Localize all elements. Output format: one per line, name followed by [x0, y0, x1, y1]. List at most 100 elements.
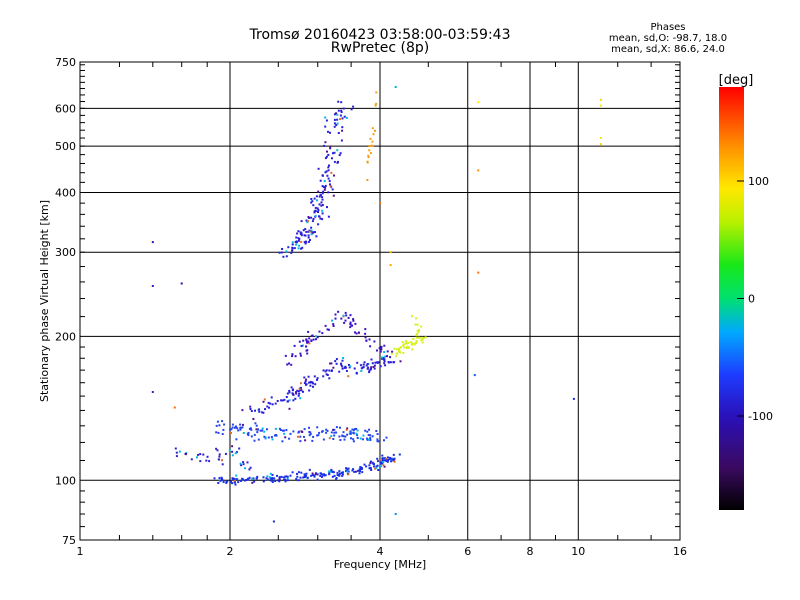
- echo-point: [345, 467, 348, 470]
- echo-point: [250, 428, 253, 431]
- echo-point: [263, 430, 266, 433]
- echo-point: [335, 124, 338, 127]
- echo-point: [338, 435, 341, 438]
- echo-point: [237, 481, 240, 484]
- echo-point: [234, 483, 237, 486]
- echo-point: [367, 154, 370, 157]
- echo-point: [299, 232, 302, 235]
- echo-point: [271, 403, 274, 406]
- echo-point: [291, 355, 294, 358]
- echo-point: [217, 482, 220, 484]
- echo-point: [341, 471, 343, 474]
- echo-point: [237, 429, 240, 432]
- echo-point: [300, 240, 303, 243]
- echo-point: [366, 160, 369, 163]
- echo-point: [231, 450, 234, 453]
- echo-point: [359, 468, 361, 471]
- echo-point: [339, 439, 342, 441]
- echo-point: [244, 467, 247, 470]
- echo-point: [327, 177, 330, 180]
- echo-point: [354, 331, 356, 334]
- echo-point: [283, 429, 286, 432]
- echo-point: [235, 451, 238, 454]
- echo-point: [288, 399, 291, 402]
- echo-point: [288, 362, 290, 365]
- echo-point: [296, 389, 299, 392]
- echo-point: [405, 340, 407, 343]
- echo-point: [368, 145, 371, 147]
- echo-point: [300, 247, 303, 250]
- echo-point: [328, 180, 331, 183]
- echo-point: [330, 435, 333, 438]
- echo-point: [384, 364, 387, 367]
- echo-point: [318, 215, 320, 218]
- echo-point: [287, 246, 290, 249]
- data-points: [151, 86, 602, 523]
- echo-point: [299, 476, 302, 479]
- echo-point: [295, 236, 298, 239]
- echo-point: [307, 234, 310, 237]
- echo-point: [393, 347, 396, 350]
- echo-point: [326, 328, 329, 331]
- echo-point: [291, 471, 294, 474]
- echo-point: [291, 389, 294, 392]
- echo-point: [261, 427, 264, 430]
- echo-point: [368, 149, 371, 152]
- echo-point: [369, 137, 372, 140]
- echo-point: [221, 420, 224, 423]
- echo-point: [288, 437, 291, 440]
- echo-point: [477, 169, 480, 172]
- echo-point: [285, 429, 288, 432]
- echo-point: [360, 468, 363, 470]
- echo-point: [285, 255, 288, 258]
- echo-point: [330, 171, 333, 174]
- echo-point: [380, 348, 383, 351]
- echo-point: [297, 390, 300, 393]
- echo-point: [599, 104, 602, 107]
- echo-point: [233, 479, 236, 482]
- echo-point: [216, 420, 219, 423]
- echo-point: [305, 378, 308, 381]
- echo-point: [270, 436, 273, 439]
- x-tick-label: 8: [527, 545, 534, 558]
- echo-point: [341, 365, 344, 368]
- echo-point: [265, 477, 268, 480]
- echo-point: [364, 332, 367, 335]
- echo-point: [349, 365, 352, 368]
- echo-point: [376, 438, 379, 441]
- echo-point: [306, 476, 309, 479]
- echo-point: [220, 478, 223, 481]
- echo-point: [332, 194, 335, 197]
- echo-point: [309, 384, 312, 387]
- echo-point: [347, 467, 350, 470]
- echo-point: [264, 408, 266, 411]
- echo-point: [379, 365, 382, 368]
- echo-point: [317, 190, 320, 193]
- echo-point: [369, 152, 372, 155]
- echo-point: [285, 250, 288, 253]
- echo-point: [247, 434, 250, 437]
- echo-point: [255, 424, 258, 427]
- y-tick-label: 600: [55, 102, 76, 115]
- echo-point: [382, 464, 385, 467]
- echo-point: [332, 152, 334, 155]
- echo-point: [373, 463, 375, 466]
- echo-point: [396, 352, 399, 355]
- echo-point: [369, 345, 372, 348]
- echo-point: [273, 477, 276, 480]
- echo-point: [402, 352, 405, 354]
- echo-point: [417, 330, 420, 333]
- echo-point: [310, 233, 313, 236]
- echo-point: [257, 438, 260, 441]
- echo-point: [375, 465, 378, 468]
- echo-point: [329, 185, 332, 188]
- echo-point: [324, 474, 327, 477]
- echo-point: [295, 243, 297, 246]
- echo-point: [305, 219, 308, 222]
- echo-point: [314, 206, 317, 209]
- echo-point: [309, 381, 312, 384]
- echo-point: [325, 431, 328, 434]
- echo-point: [345, 428, 348, 431]
- echo-point: [338, 154, 341, 157]
- echo-point: [408, 346, 410, 349]
